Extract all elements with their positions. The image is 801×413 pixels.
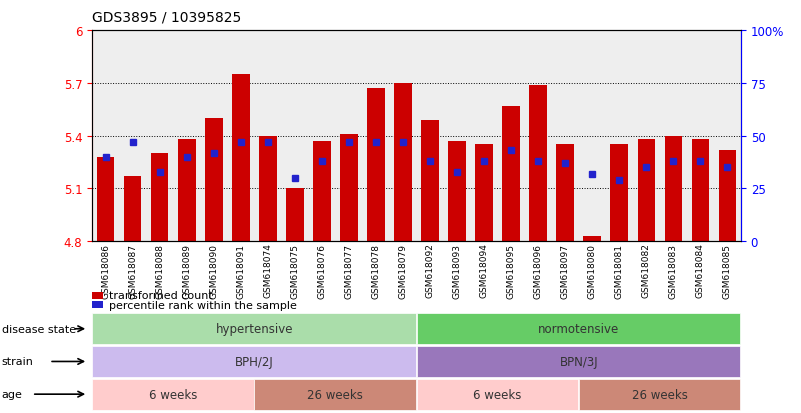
- Bar: [232, 75, 250, 242]
- Bar: [691, 140, 709, 242]
- Text: 26 weeks: 26 weeks: [308, 388, 364, 401]
- Text: BPH/2J: BPH/2J: [235, 355, 274, 368]
- Text: age: age: [2, 389, 22, 399]
- Bar: [718, 150, 736, 242]
- Bar: [475, 145, 493, 242]
- Text: GDS3895 / 10395825: GDS3895 / 10395825: [92, 11, 241, 25]
- Bar: [638, 140, 655, 242]
- Text: 6 weeks: 6 weeks: [473, 388, 521, 401]
- Bar: [610, 145, 628, 242]
- Bar: [502, 107, 520, 242]
- Bar: [97, 157, 115, 242]
- Bar: [665, 136, 682, 242]
- Bar: [286, 189, 304, 242]
- Text: strain: strain: [2, 356, 34, 367]
- Bar: [340, 135, 358, 242]
- Bar: [124, 177, 142, 242]
- Text: hypertensive: hypertensive: [215, 323, 293, 335]
- Bar: [421, 121, 439, 242]
- Text: percentile rank within the sample: percentile rank within the sample: [109, 300, 297, 310]
- Bar: [205, 119, 223, 242]
- Bar: [259, 136, 276, 242]
- Bar: [367, 89, 384, 242]
- Bar: [557, 145, 574, 242]
- Bar: [449, 142, 466, 242]
- Text: transformed count: transformed count: [109, 291, 213, 301]
- Bar: [313, 142, 331, 242]
- Text: 6 weeks: 6 weeks: [149, 388, 197, 401]
- Text: normotensive: normotensive: [538, 323, 619, 335]
- Bar: [394, 83, 412, 242]
- Text: BPN/3J: BPN/3J: [559, 355, 598, 368]
- Bar: [529, 85, 547, 242]
- Text: disease state: disease state: [2, 324, 76, 334]
- Text: 26 weeks: 26 weeks: [632, 388, 688, 401]
- Bar: [178, 140, 195, 242]
- Bar: [583, 236, 601, 242]
- Bar: [151, 154, 168, 242]
